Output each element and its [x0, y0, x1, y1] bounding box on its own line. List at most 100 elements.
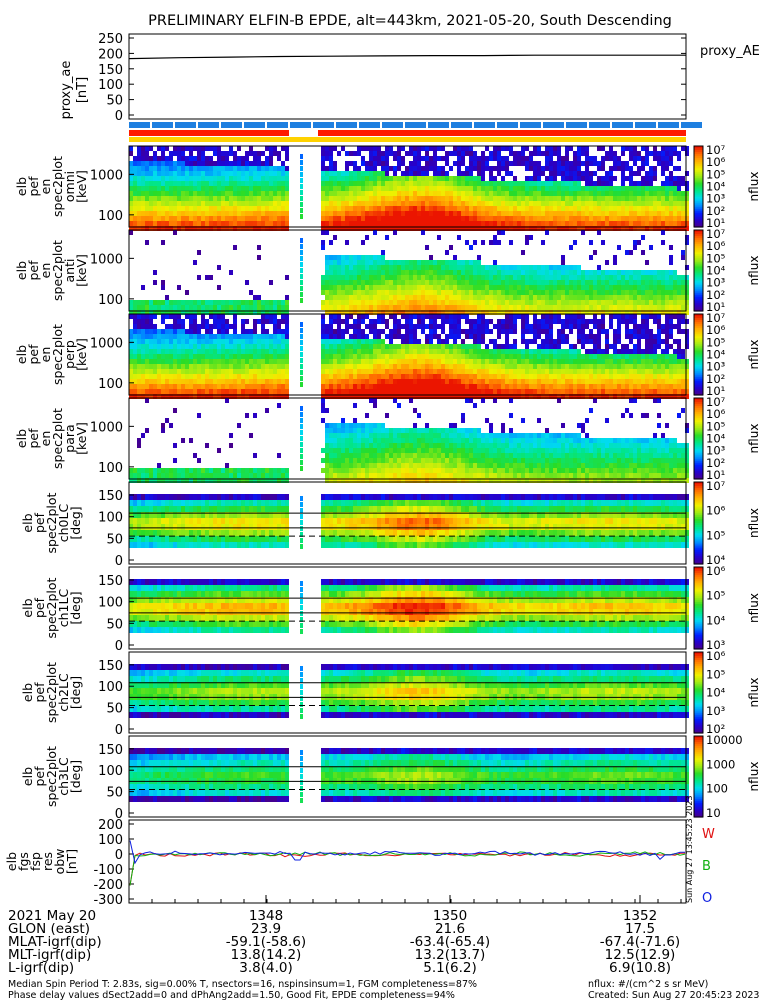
spectrogram-cell	[629, 176, 633, 181]
spectrogram-cell	[585, 176, 589, 181]
spectrogram-cell	[465, 211, 469, 216]
spectrogram-cell	[413, 206, 417, 211]
spectrogram-cell	[425, 260, 429, 265]
spectrogram-cell	[521, 181, 525, 186]
spectrogram-cell	[537, 384, 541, 389]
spectrogram-cell	[153, 334, 157, 339]
spectrogram-cell	[269, 344, 273, 349]
spectrogram-cell	[645, 161, 649, 166]
spectrogram-cell	[597, 230, 601, 235]
spectrogram-cell	[385, 146, 389, 151]
spectrogram-cell	[681, 295, 685, 300]
spectrogram-cell	[677, 181, 681, 186]
spectrogram-cell	[169, 344, 173, 349]
spectrogram-cell	[541, 206, 545, 211]
spectrogram-cell	[329, 216, 333, 221]
spectrogram-cell	[261, 226, 265, 231]
spectrogram-cell	[225, 349, 229, 354]
spectrogram-cell	[137, 176, 141, 181]
spectrogram-cell	[369, 310, 373, 315]
spectrogram-cell	[205, 334, 209, 339]
spectrogram-cell	[365, 374, 369, 379]
spectrogram-cell	[165, 226, 169, 231]
spectrogram-cell	[485, 191, 489, 196]
spectrogram-cell	[505, 221, 509, 226]
spectrogram-cell	[269, 300, 273, 305]
spectrogram-cell	[605, 285, 609, 290]
spectrogram-cell	[189, 216, 193, 221]
spectrogram-cell	[413, 226, 417, 231]
spectrogram-cell	[441, 191, 445, 196]
proxy-ylabel-unit: [nT]	[75, 77, 90, 103]
spectrogram-cell	[401, 379, 405, 384]
spectrogram-cell	[369, 211, 373, 216]
spectrogram-cell	[513, 181, 517, 186]
spectrogram-cell	[669, 305, 673, 310]
spectrogram-cell	[269, 206, 273, 211]
spectrogram-cell	[489, 394, 493, 399]
spectrogram-cell	[385, 166, 389, 171]
spectrogram-cell	[645, 171, 649, 176]
spectrogram-cell	[661, 310, 665, 315]
spectrogram-cell	[413, 364, 417, 369]
spectrogram-cell	[377, 384, 381, 389]
spectrogram-cell	[589, 201, 593, 206]
spectrogram-cell	[641, 166, 645, 171]
spectrogram-cell	[157, 221, 161, 226]
spectrogram-cell	[481, 359, 485, 364]
spectrogram-cell	[413, 181, 417, 186]
spectrogram-cell	[261, 394, 265, 399]
spectrogram-cell	[213, 319, 217, 324]
spectrogram-cell	[257, 310, 261, 315]
spectrogram-cell	[457, 300, 461, 305]
spectrogram-cell	[661, 181, 665, 186]
spectrogram-cell	[329, 206, 333, 211]
spectrogram-cell	[525, 206, 529, 211]
spectrogram-cell	[337, 226, 341, 231]
colorbar-cell	[694, 148, 703, 151]
spectrogram-cell	[265, 196, 269, 201]
spectrogram-cell	[437, 354, 441, 359]
spectrogram-cell	[277, 364, 281, 369]
spectrogram-cell	[213, 364, 217, 369]
spectrogram-cell	[437, 226, 441, 231]
colorbar-cell	[694, 190, 703, 194]
spectrogram-cell	[645, 295, 649, 300]
spectrogram-cell	[213, 300, 217, 305]
spectrogram-cell	[225, 211, 229, 216]
spectrogram-cell	[465, 290, 469, 295]
spectrogram-cell	[681, 146, 685, 151]
spectrogram-cell	[457, 389, 461, 394]
spectrogram-cell	[661, 151, 665, 156]
spectrogram-cell	[177, 374, 181, 379]
spectrogram-cell	[389, 166, 393, 171]
spectrogram-cell	[477, 161, 481, 166]
spectrogram-cell	[541, 329, 545, 334]
spectrogram-cell	[437, 235, 441, 240]
spectrogram-cell	[569, 245, 573, 250]
spectrogram-cell	[569, 275, 573, 280]
spectrogram-cell	[197, 146, 201, 151]
spectrogram-cell	[409, 186, 413, 191]
spectrogram-cell	[421, 206, 425, 211]
spectrogram-cell	[401, 384, 405, 389]
spectrogram-cell	[493, 389, 497, 394]
spectrogram-cell	[605, 211, 609, 216]
spectrogram-cell	[517, 221, 521, 226]
colorbar-cell	[694, 300, 703, 304]
spectrogram-cell	[353, 359, 357, 364]
spectrogram-cell	[229, 334, 233, 339]
spectrogram-cell	[321, 280, 325, 285]
spectrogram-cell	[329, 344, 333, 349]
spectrogram-cell	[173, 310, 177, 315]
spectrogram-cell	[501, 176, 505, 181]
spectrogram-cell	[649, 206, 653, 211]
spectrogram-cell	[409, 161, 413, 166]
spectrogram-cell	[337, 171, 341, 176]
spectrogram-cell	[461, 394, 465, 399]
spectrogram-cell	[397, 369, 401, 374]
spectrogram-cell	[261, 181, 265, 186]
spectrogram-cell	[205, 181, 209, 186]
spectrogram-cell	[217, 285, 221, 290]
spectrogram-cell	[489, 206, 493, 211]
